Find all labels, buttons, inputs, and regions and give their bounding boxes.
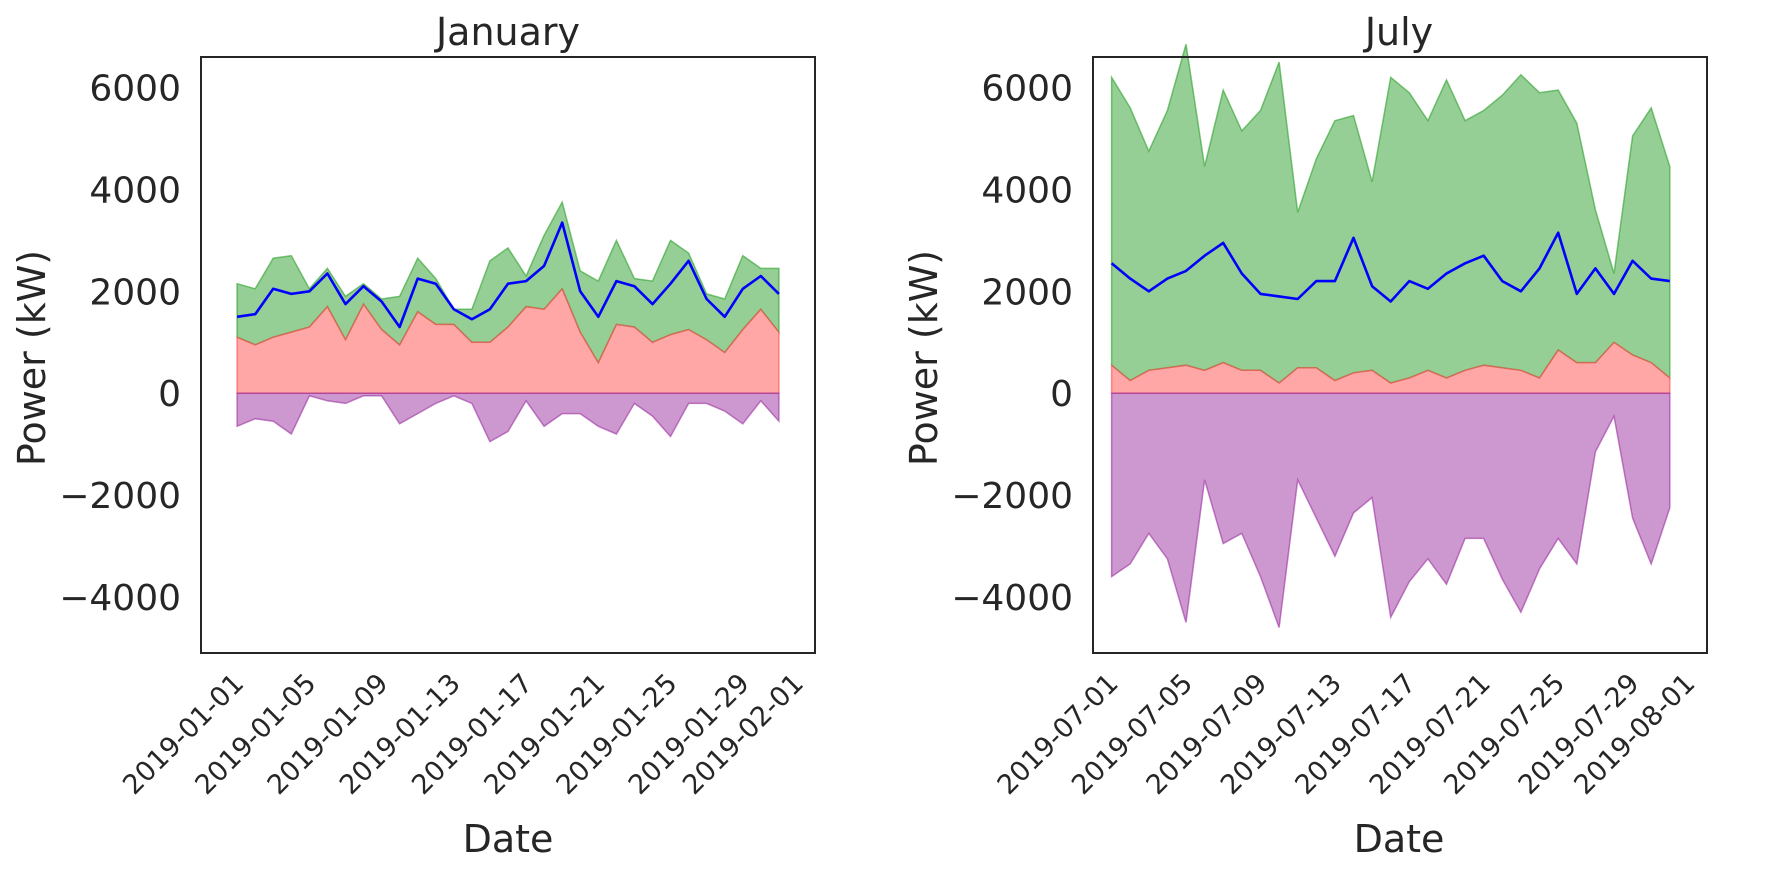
january-series-line: [236, 221, 780, 329]
july-ytick-label: 2000: [981, 272, 1073, 313]
january-ytick-label: −2000: [59, 476, 181, 517]
january-lower-band-area: [236, 392, 780, 443]
july-lower-band-area: [1110, 392, 1671, 628]
chart-title-january: January: [434, 10, 580, 54]
july-ytick-label: 0: [1050, 374, 1073, 415]
january-panel: January −4000−200002000400060002019-01-0…: [10, 10, 816, 861]
july-x-axis-label: Date: [1354, 817, 1445, 861]
january-x-axis-label: Date: [463, 817, 554, 861]
chart-title-july: July: [1363, 10, 1433, 54]
january-axes-frame: [200, 56, 816, 654]
july-upper-band-area: [1110, 44, 1671, 384]
july-ytick-label: 6000: [981, 69, 1073, 110]
july-ytick-label: −4000: [951, 578, 1073, 619]
january-ytick-label: 4000: [89, 170, 181, 211]
july-series-line: [1110, 231, 1670, 303]
july-y-axis-label: Power (kW): [902, 250, 946, 466]
july-ytick-label: −2000: [951, 476, 1073, 517]
january-ytick-label: 6000: [89, 69, 181, 110]
july-panel: July −4000−200002000400060002019-07-0120…: [902, 10, 1708, 861]
january-y-axis-label: Power (kW): [10, 250, 54, 466]
july-plot-area: −4000−200002000400060002019-07-012019-07…: [951, 44, 1708, 801]
january-plot-area: −4000−200002000400060002019-01-012019-01…: [59, 56, 816, 801]
january-ytick-label: −4000: [59, 578, 181, 619]
january-ytick-label: 2000: [89, 272, 181, 313]
july-axes-frame: [1092, 56, 1708, 654]
january-ytick-label: 0: [158, 374, 181, 415]
july-ytick-label: 4000: [981, 170, 1073, 211]
